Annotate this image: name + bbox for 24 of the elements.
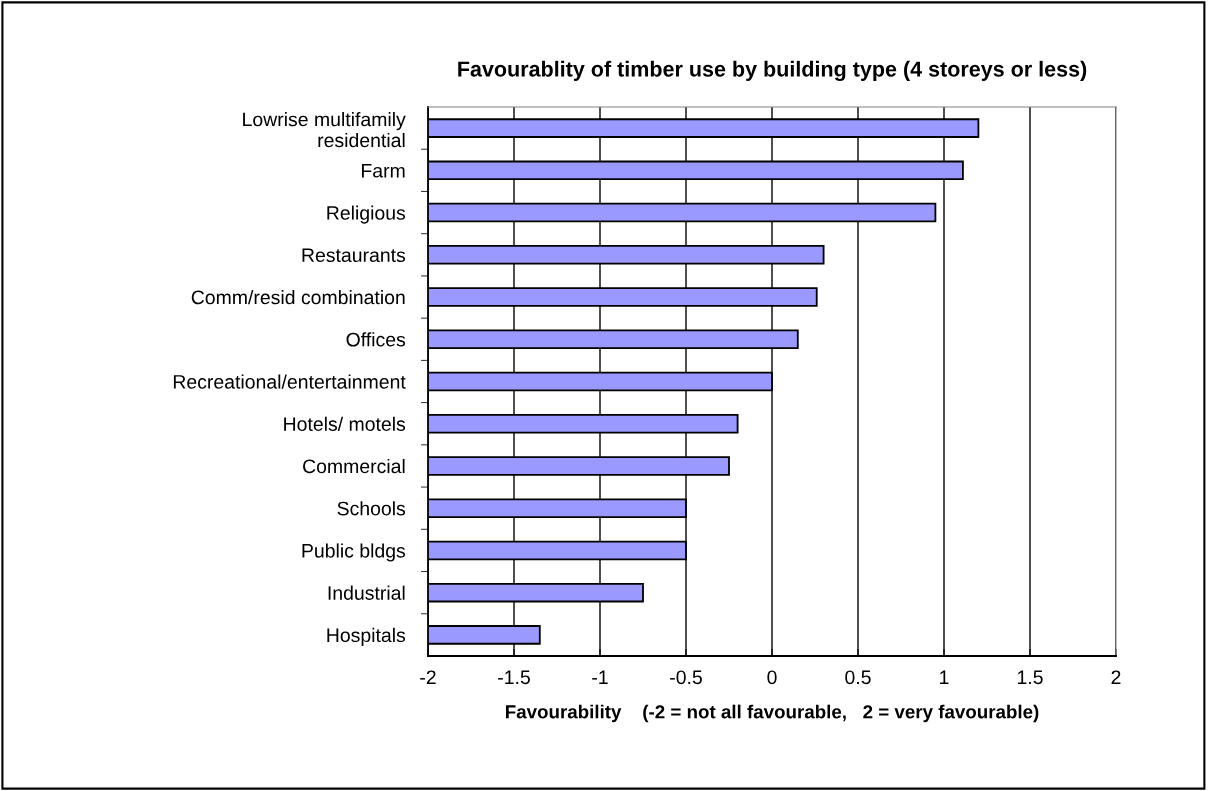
chart-title: Favourablity of timber use by building type (4 storeys or less): [458, 60, 1087, 82]
y-tick-label: Schools: [337, 501, 406, 516]
y-tick-label: Comm/resid combination: [191, 289, 405, 305]
y-tick-label: Hotels/ motels: [284, 416, 406, 431]
x-tick-label: 1.5: [1017, 670, 1043, 685]
x-tick-label: -2: [420, 670, 436, 684]
x-tick-label: -1: [592, 670, 608, 684]
y-tick-label: Recreational/entertainment: [173, 374, 406, 389]
y-tick-label: Hospitals: [327, 627, 406, 646]
y-tick-label: Commercial: [303, 458, 405, 474]
y-tick-label: Farm: [362, 164, 405, 178]
y-tick-label: Religious: [327, 205, 406, 224]
y-tick-label: Industrial: [328, 585, 405, 600]
y-tick-label: Restaurants: [302, 248, 406, 263]
y-tick-label: Public bldgs: [302, 543, 406, 562]
x-axis-title: Favourability (-2 = not all favourable, 2 = very favourable): [506, 704, 1039, 723]
y-tick-label: Offices: [346, 332, 406, 347]
x-tick-label: 1: [940, 670, 949, 684]
x-tick-label: -0.5: [670, 670, 702, 685]
y-tick-label: Lowrise multifamily residential: [243, 112, 406, 148]
x-tick-label: -1.5: [498, 670, 530, 685]
x-tick-label: 2: [1111, 670, 1121, 684]
x-tick-label: 0.5: [845, 670, 871, 685]
x-tick-label: 0: [767, 670, 777, 685]
